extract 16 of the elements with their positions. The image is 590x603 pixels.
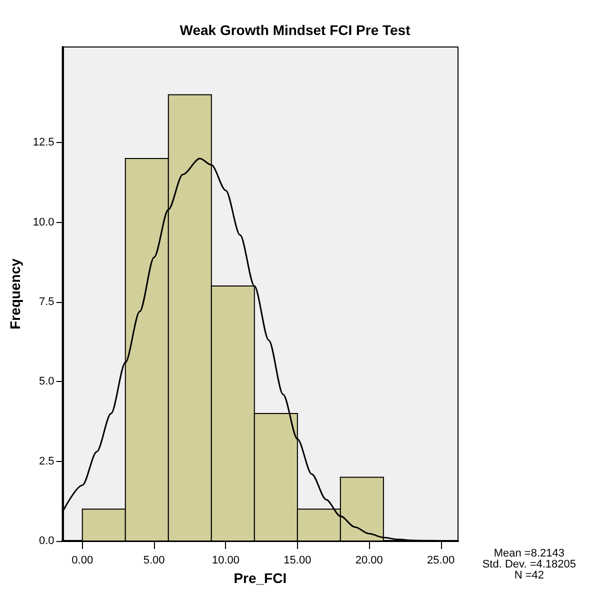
- y-tick-label: 2.5: [39, 455, 54, 468]
- x-tick-label: 10.00: [212, 554, 240, 566]
- x-tick-label: 5.00: [143, 554, 165, 566]
- x-axis-title: Pre_FCI: [234, 570, 287, 586]
- y-tick-label: 10.0: [32, 216, 54, 228]
- x-tick-label: 25.00: [427, 554, 455, 566]
- x-tick-label: 15.00: [284, 554, 312, 566]
- y-axis-title: Frequency: [7, 258, 23, 330]
- y-tick-label: 5.0: [39, 376, 54, 388]
- x-tick-label: 20.00: [355, 554, 383, 566]
- y-tick-label: 0.0: [39, 535, 54, 547]
- y-tick-label: 12.5: [32, 136, 54, 149]
- chart-title: Weak Growth Mindset FCI Pre Test: [180, 22, 411, 38]
- x-tick-label: 0.00: [72, 554, 94, 566]
- y-tick-label: 7.5: [39, 296, 54, 308]
- text: Mean =8.2143 Std. Dev. =4.18205 N =42: [482, 548, 576, 582]
